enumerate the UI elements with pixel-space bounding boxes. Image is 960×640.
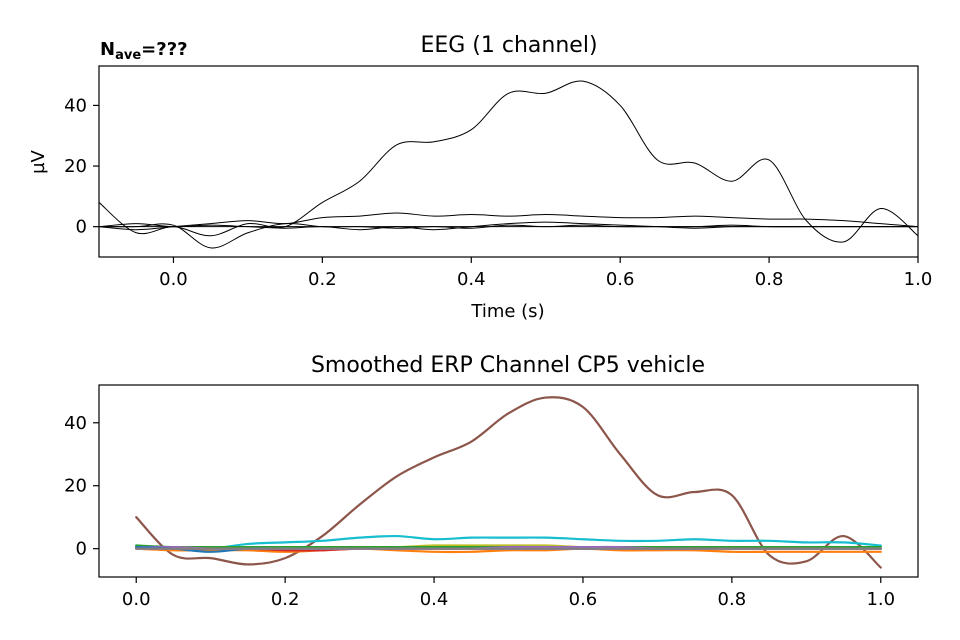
eeg-x-tick-label: 0.8	[755, 269, 784, 290]
erp-y-tick-label: 40	[64, 413, 87, 434]
nave-prefix: N	[100, 39, 115, 60]
erp-x-tick-label: 0.2	[271, 589, 300, 610]
erp-x-tick-label: 0.6	[569, 589, 598, 610]
eeg-y-tick-label: 20	[64, 156, 87, 177]
nave-equals: =	[141, 39, 156, 60]
erp-x-tick-label: 0.0	[122, 589, 151, 610]
erp-series-line-1	[135, 396, 882, 569]
eeg-y-tick-label: 0	[76, 217, 87, 238]
eeg-x-axis-label: Time (s)	[470, 301, 544, 322]
eeg-series-line-5	[99, 221, 918, 231]
nave-value: ???	[156, 39, 187, 60]
erp-y-tick-label: 20	[64, 476, 87, 497]
eeg-y-ticks: 0 20 40	[64, 95, 99, 238]
eeg-axes-frame	[98, 65, 919, 258]
eeg-x-tick-label: 0.4	[457, 269, 486, 290]
eeg-x-ticks: 0.0 0.2 0.4 0.6 0.8 1.0	[159, 257, 932, 290]
erp-y-tick-label: 0	[76, 539, 87, 560]
eeg-x-tick-label: 0.0	[159, 269, 188, 290]
nave-subscript: ave	[115, 48, 141, 63]
eeg-title: EEG (1 channel)	[420, 33, 597, 58]
eeg-y-axis-label: µV	[28, 149, 49, 173]
eeg-x-tick-label: 0.2	[308, 269, 337, 290]
erp-series-group	[135, 396, 882, 569]
erp-series-line-2	[135, 534, 882, 551]
eeg-series-group	[99, 80, 918, 249]
erp-x-tick-label: 0.8	[718, 589, 747, 610]
eeg-panel: EEG (1 channel) Nave=??? 0.0 0.2 0.4 0.6 0.8…	[28, 33, 932, 322]
eeg-x-tick-label: 0.6	[606, 269, 635, 290]
eeg-y-tick-label: 40	[64, 95, 87, 116]
eeg-series-line-2	[99, 212, 918, 231]
erp-x-ticks: 0.0 0.2 0.4 0.6 0.8 1.0	[122, 577, 895, 610]
erp-y-ticks: 0 20 40	[64, 413, 99, 560]
nave-annotation: Nave=???	[100, 39, 188, 63]
erp-x-tick-label: 1.0	[866, 589, 895, 610]
erp-axes-frame	[98, 384, 919, 578]
eeg-series-line-1	[99, 80, 918, 243]
erp-panel: Smoothed ERP Channel CP5 vehicle 0.0 0.2 0…	[64, 353, 919, 610]
eeg-x-tick-label: 1.0	[904, 269, 933, 290]
erp-series-line-3	[135, 547, 882, 554]
erp-x-tick-label: 0.4	[420, 589, 449, 610]
erp-title: Smoothed ERP Channel CP5 vehicle	[311, 353, 705, 378]
